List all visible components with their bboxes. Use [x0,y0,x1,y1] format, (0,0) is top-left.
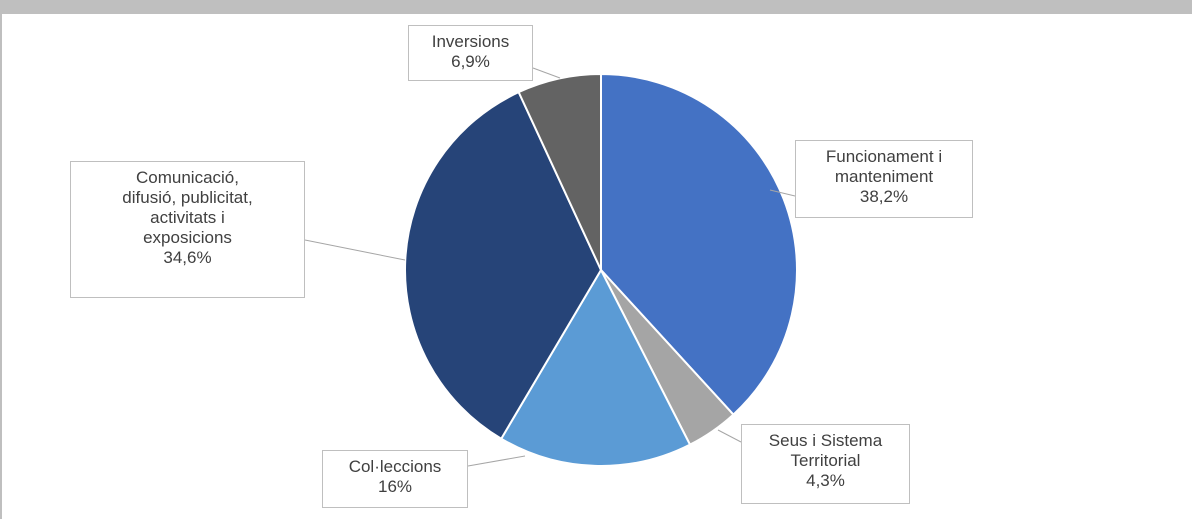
pie-slice [404,90,603,441]
category-label: Comunicació, difusió, publicitat, activi… [122,168,253,247]
data-label: Funcionament i manteniment 38,2% [795,140,973,218]
top-bar [0,0,1192,14]
value-label: 6,9% [451,52,490,71]
leader-line [467,455,526,467]
value-label: 34,6% [163,248,212,267]
pie-slice [499,267,692,467]
leader-line [769,189,796,197]
value-label: 4,3% [806,471,845,490]
left-border [0,0,2,519]
category-label: Col·leccions [348,457,442,476]
leader-line [532,67,561,79]
category-label: Funcionament i manteniment [825,147,943,186]
category-label: Inversions [431,32,510,51]
pie-slice [517,72,602,271]
category-label: Seus i Sistema Territorial [768,431,883,470]
leader-line [717,429,742,443]
data-label: Comunicació, difusió, publicitat, activi… [70,161,305,298]
leader-line [304,239,406,261]
value-label: 16% [377,477,413,496]
value-label: 38,2% [859,187,909,206]
data-label: Seus i Sistema Territorial 4,3% [741,424,910,504]
pie-slice [600,72,798,416]
data-label: Col·leccions 16% [322,450,468,508]
data-label: Inversions 6,9% [408,25,533,81]
